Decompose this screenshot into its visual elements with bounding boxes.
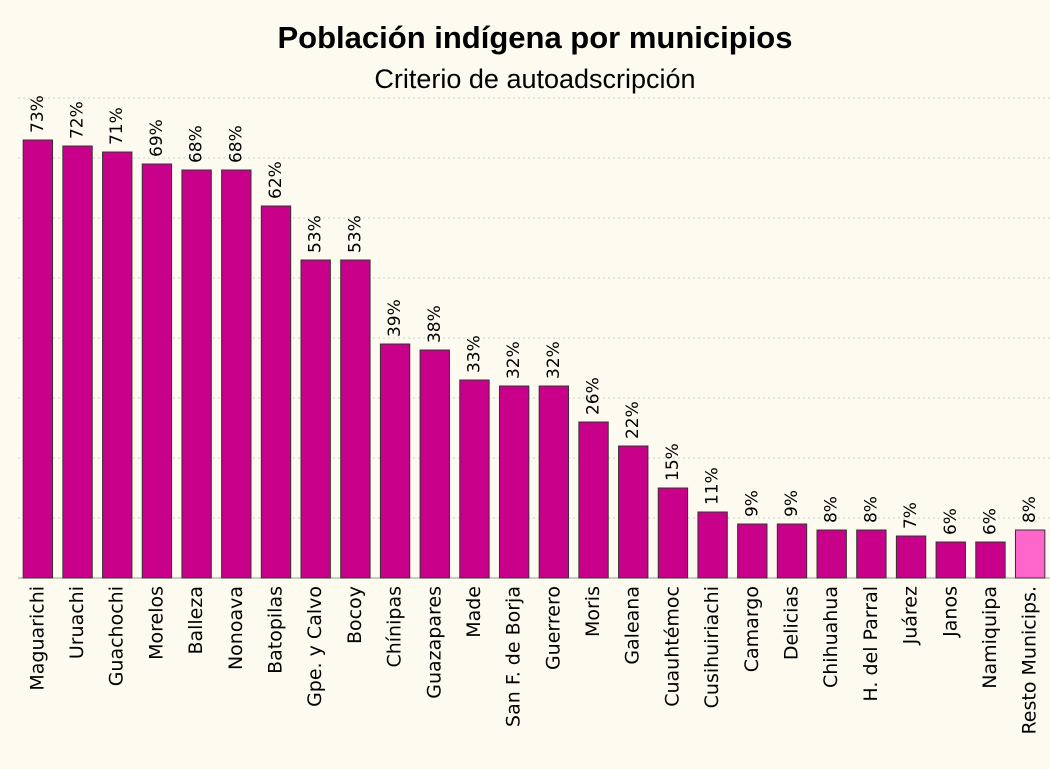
bar [657, 487, 689, 579]
value-label: 72% [68, 101, 88, 139]
chart-title: Población indígena por municipios [278, 20, 793, 55]
value-label: 7% [901, 502, 921, 529]
x-tick-label: Delicias [781, 586, 803, 660]
x-tick-label: Batopilas [265, 586, 287, 674]
bar [935, 541, 966, 579]
bar [340, 259, 371, 579]
x-tick-label: Chínipas [384, 586, 406, 668]
bar [538, 385, 570, 579]
value-label: 26% [584, 377, 604, 415]
x-tick-label: Resto Municips. [1019, 586, 1041, 735]
value-label: 38% [425, 305, 445, 343]
bar [22, 139, 54, 579]
bar [895, 535, 927, 579]
x-tick-label: Moris [582, 586, 604, 637]
bar [419, 349, 450, 579]
value-label: 53% [345, 215, 365, 253]
value-label: 68% [187, 125, 207, 163]
value-label: 6% [980, 508, 1000, 535]
bar [1014, 529, 1046, 579]
bar [697, 511, 728, 579]
value-label: 6% [941, 508, 961, 535]
x-tick-label: Namiquipa [979, 586, 1001, 689]
bar [379, 343, 411, 579]
x-tick-label: Uruachi [66, 586, 88, 659]
value-label: 8% [861, 496, 881, 523]
x-tick-label: Made [463, 586, 485, 638]
x-tick-label: H. del Parral [860, 586, 882, 702]
x-tick-label: San F. de Borja [503, 586, 525, 727]
value-label: 8% [1020, 496, 1040, 523]
x-tick-label: Galeana [622, 586, 644, 665]
x-tick-label: Morelos [145, 586, 167, 660]
value-label: 68% [226, 125, 246, 163]
bar [737, 523, 768, 579]
bar [260, 205, 292, 579]
bar [578, 421, 609, 579]
value-label: 62% [266, 161, 286, 199]
value-label: 69% [147, 119, 167, 157]
value-label: 15% [663, 443, 683, 481]
value-label: 73% [28, 95, 48, 133]
x-tick-label: Bocoy [344, 586, 366, 644]
value-label: 53% [306, 215, 326, 253]
chart-subtitle: Criterio de autoadscripción [374, 64, 695, 94]
value-label: 33% [464, 335, 484, 373]
value-label: 32% [504, 341, 524, 379]
value-label: 39% [385, 299, 405, 337]
x-tick-label: Janos [939, 586, 961, 638]
value-label: 9% [742, 490, 762, 517]
bar [816, 529, 847, 579]
x-tick-label: Camargo [741, 586, 763, 672]
bar [221, 169, 252, 579]
value-label: 11% [703, 467, 723, 505]
value-label: 9% [782, 490, 802, 517]
value-label: 22% [623, 401, 643, 439]
bar [975, 541, 1006, 579]
bar [300, 259, 331, 579]
x-tick-label: Balleza [185, 586, 207, 655]
x-tick-label: Nonoava [225, 586, 247, 670]
value-label: 32% [544, 341, 564, 379]
value-label: 71% [107, 107, 127, 145]
bar [856, 529, 887, 579]
bar [102, 151, 133, 579]
bar [181, 169, 212, 579]
bar [618, 445, 649, 579]
bar [62, 145, 93, 579]
x-tick-label: Cuauhtémoc [661, 586, 683, 707]
x-tick-label: Gpe. y Calvo [304, 586, 326, 707]
bar [141, 163, 173, 579]
bar [776, 523, 808, 579]
bar [498, 385, 530, 579]
x-tick-label: Juárez [900, 586, 922, 645]
x-tick-label: Guachochi [106, 586, 128, 686]
x-tick-label: Cusihuiriachi [701, 586, 723, 708]
x-tick-label: Guerrero [542, 586, 564, 670]
bar [459, 379, 490, 579]
x-tick-label: Guazapares [423, 586, 445, 699]
x-tick-label: Chihuahua [820, 586, 842, 688]
x-tick-label: Maguarichi [26, 586, 48, 691]
value-label: 8% [822, 496, 842, 523]
